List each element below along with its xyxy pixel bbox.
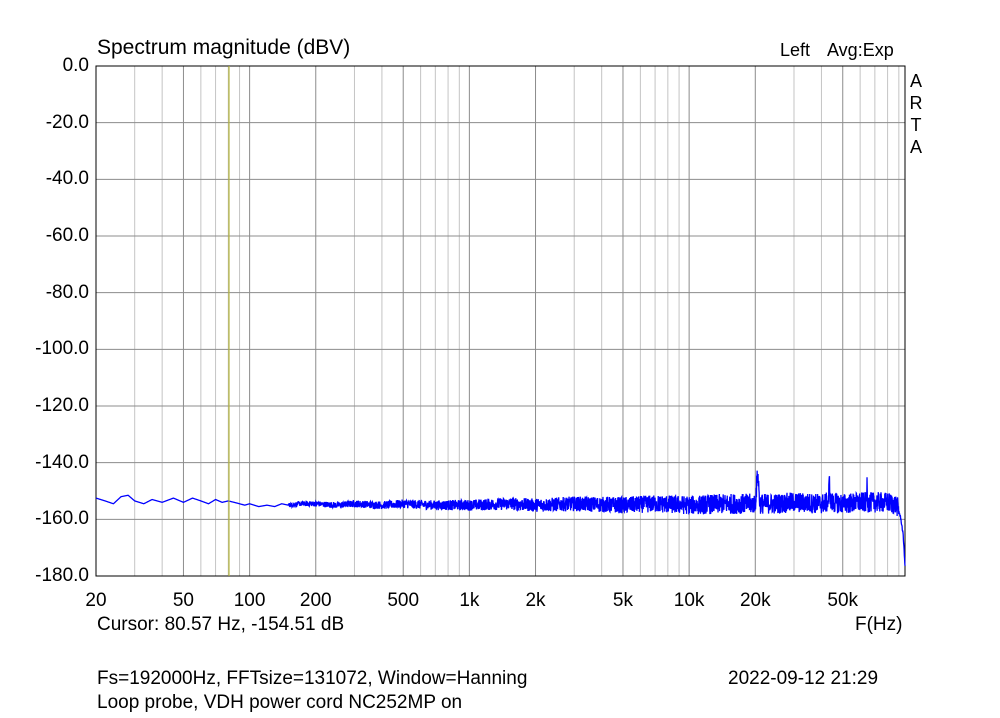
y-tick-label: -60.0 (45, 225, 89, 246)
x-tick-label: 50 (172, 590, 194, 611)
x-tick-label: 5k (612, 590, 633, 611)
y-tick-label: -40.0 (45, 168, 89, 190)
x-tick-label: 1k (459, 590, 480, 611)
x-tick-label: 20k (739, 590, 771, 611)
averaging-label: Avg:Exp (827, 40, 894, 60)
x-tick-label: 200 (299, 590, 332, 611)
y-tick-label: -100.0 (35, 338, 89, 360)
plot-frame (95, 65, 906, 577)
y-tick-label: -80.0 (45, 281, 89, 303)
spectrum-trace (95, 470, 906, 566)
x-tick-label: 2k (525, 590, 546, 611)
series-group (95, 470, 906, 566)
minor-grid (134, 66, 900, 576)
timestamp: 2022-09-12 21:29 (728, 668, 879, 689)
x-tick-label: 50k (827, 590, 859, 611)
y-tick-label: -140.0 (35, 451, 89, 473)
x-tick-label: 500 (387, 590, 420, 611)
cursor-readout: Cursor: 80.57 Hz, -154.51 dB (97, 614, 345, 635)
channel-label: Left (780, 40, 811, 60)
y-tick-label: -20.0 (45, 111, 89, 133)
y-tick-label: 0.0 (62, 55, 89, 76)
x-tick-label: 100 (233, 590, 266, 611)
y-tick-label: -160.0 (35, 508, 89, 530)
major-grid (96, 66, 905, 576)
x-axis-label: F(Hz) (855, 614, 903, 635)
chart-title: Spectrum magnitude (dBV) (97, 36, 351, 59)
measurement-settings: Fs=192000Hz, FFTsize=131072, Window=Hann… (97, 668, 528, 689)
y-tick-label: -120.0 (35, 395, 89, 416)
x-tick-label: 10k (673, 590, 705, 611)
measurement-note: Loop probe, VDH power cord NC252MP on (97, 692, 463, 713)
y-tick-label: -180.0 (35, 565, 89, 586)
x-tick-label: 20 (85, 590, 107, 611)
